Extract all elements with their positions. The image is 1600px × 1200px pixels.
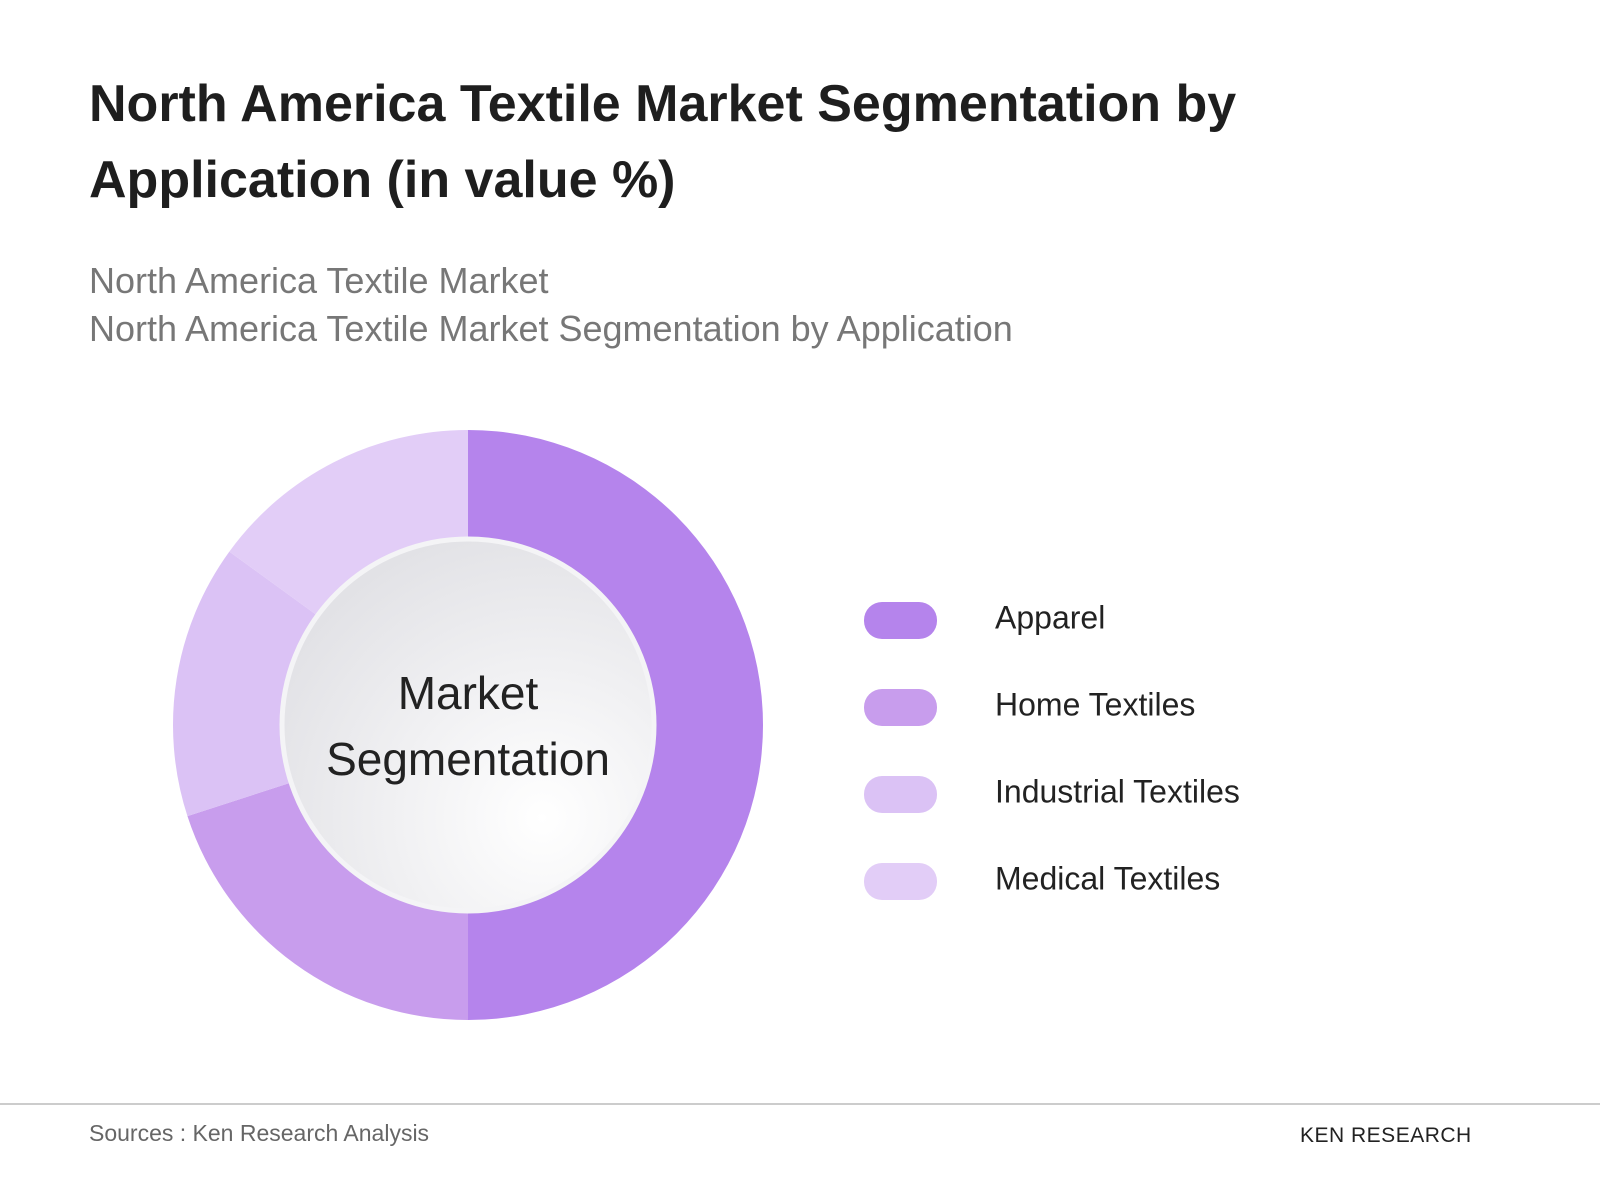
legend-swatch (864, 863, 937, 900)
legend-label: Medical Textiles (995, 860, 1220, 896)
footer-rule (0, 1103, 1600, 1105)
donut-slice (172, 551, 316, 817)
legend-label: Industrial Textiles (995, 773, 1240, 809)
legend-swatch (864, 776, 937, 813)
logo: KEN RESEARCH (1300, 1124, 1472, 1147)
donut-slice (187, 783, 468, 1020)
legend-swatch (864, 602, 937, 639)
legend-label: Home Textiles (995, 686, 1195, 722)
subtitle: North America Textile Market Segmentatio… (89, 308, 1013, 349)
donut-slice (229, 430, 468, 615)
subtitle: North America Textile Market (89, 260, 549, 301)
source: Sources : Ken Research Analysis (89, 1120, 430, 1146)
center-disc (279, 536, 657, 914)
chart: Apparel Home Textiles Industrial Textiles M… (172, 430, 1240, 1020)
chart-title: North America Textile Market Segmentatio… (89, 75, 1237, 209)
center-label: Market Segmentation (326, 667, 610, 785)
legend-swatch (864, 689, 937, 726)
donut-slice (468, 430, 763, 1020)
legend-label: Apparel (995, 599, 1105, 635)
